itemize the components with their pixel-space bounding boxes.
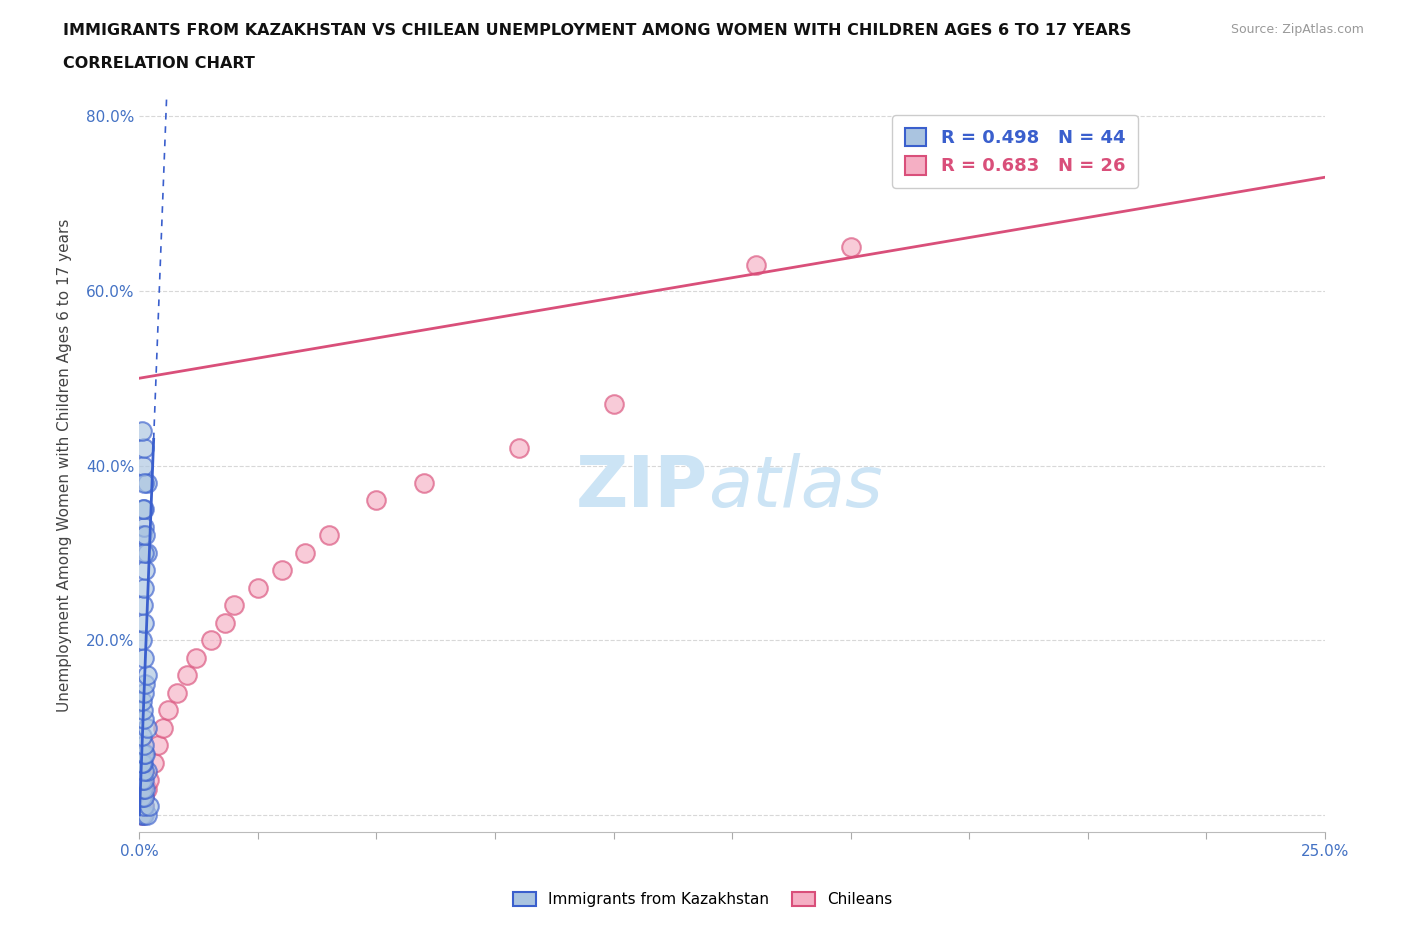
- Point: [366, 493, 388, 508]
- Point: [745, 258, 768, 272]
- Point: [134, 563, 156, 578]
- Point: [135, 807, 157, 822]
- Point: [131, 755, 153, 770]
- Point: [214, 616, 236, 631]
- Point: [134, 807, 156, 822]
- Point: [186, 650, 208, 665]
- Point: [131, 632, 153, 647]
- Point: [134, 773, 156, 788]
- Text: ZIP: ZIP: [576, 453, 709, 522]
- Point: [134, 685, 156, 700]
- Point: [132, 799, 155, 814]
- Point: [132, 458, 155, 473]
- Point: [132, 598, 155, 613]
- Point: [134, 650, 156, 665]
- Point: [135, 668, 157, 683]
- Point: [318, 528, 340, 543]
- Point: [200, 632, 222, 647]
- Point: [134, 790, 156, 804]
- Point: [131, 807, 153, 822]
- Point: [138, 799, 160, 814]
- Point: [134, 799, 156, 814]
- Point: [134, 737, 156, 752]
- Point: [135, 546, 157, 561]
- Point: [176, 668, 198, 683]
- Point: [224, 598, 246, 613]
- Point: [135, 781, 157, 796]
- Point: [131, 807, 153, 822]
- Text: CORRELATION CHART: CORRELATION CHART: [63, 56, 254, 71]
- Point: [134, 441, 156, 456]
- Point: [134, 519, 156, 534]
- Text: atlas: atlas: [709, 453, 883, 522]
- Point: [131, 729, 153, 744]
- Point: [134, 790, 156, 804]
- Point: [135, 764, 157, 778]
- Point: [156, 703, 179, 718]
- Text: Source: ZipAtlas.com: Source: ZipAtlas.com: [1230, 23, 1364, 36]
- Point: [131, 790, 153, 804]
- Point: [134, 580, 156, 595]
- Point: [839, 240, 862, 255]
- Point: [152, 720, 174, 735]
- Point: [132, 755, 155, 770]
- Point: [132, 502, 155, 517]
- Point: [166, 685, 188, 700]
- Point: [134, 799, 156, 814]
- Point: [134, 747, 156, 762]
- Legend: Immigrants from Kazakhstan, Chileans: Immigrants from Kazakhstan, Chileans: [508, 885, 898, 913]
- Point: [148, 737, 170, 752]
- Point: [134, 546, 156, 561]
- Point: [135, 720, 157, 735]
- Point: [131, 694, 153, 709]
- Point: [131, 773, 153, 788]
- Point: [132, 703, 155, 718]
- Point: [134, 502, 156, 517]
- Text: IMMIGRANTS FROM KAZAKHSTAN VS CHILEAN UNEMPLOYMENT AMONG WOMEN WITH CHILDREN AGE: IMMIGRANTS FROM KAZAKHSTAN VS CHILEAN UN…: [63, 23, 1132, 38]
- Point: [132, 781, 155, 796]
- Point: [602, 397, 624, 412]
- Point: [134, 528, 156, 543]
- Legend: R = 0.498   N = 44, R = 0.683   N = 26: R = 0.498 N = 44, R = 0.683 N = 26: [891, 115, 1137, 188]
- Point: [134, 781, 156, 796]
- Point: [134, 747, 156, 762]
- Point: [246, 580, 269, 595]
- Point: [135, 475, 157, 490]
- Y-axis label: Unemployment Among Women with Children Ages 6 to 17 years: Unemployment Among Women with Children A…: [58, 219, 72, 712]
- Point: [142, 755, 165, 770]
- Point: [412, 475, 434, 490]
- Point: [134, 764, 156, 778]
- Point: [134, 711, 156, 726]
- Point: [294, 546, 316, 561]
- Point: [134, 616, 156, 631]
- Point: [270, 563, 292, 578]
- Point: [131, 528, 153, 543]
- Point: [134, 475, 156, 490]
- Point: [131, 423, 153, 438]
- Point: [138, 773, 160, 788]
- Point: [508, 441, 530, 456]
- Point: [134, 676, 156, 691]
